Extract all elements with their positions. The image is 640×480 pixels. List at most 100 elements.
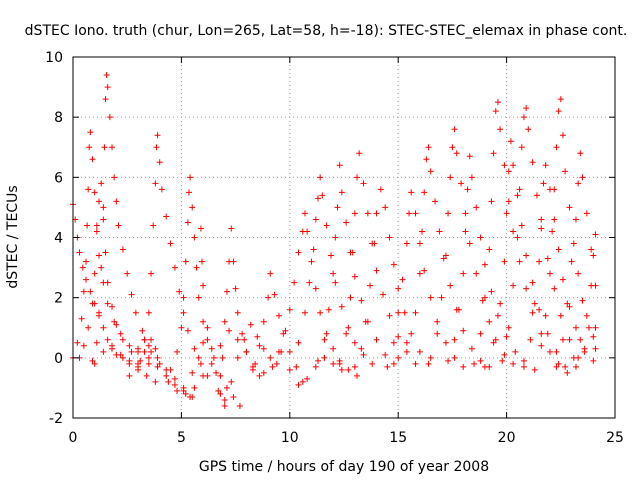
data-point <box>154 132 161 139</box>
data-point <box>104 84 111 91</box>
data-point <box>351 339 358 346</box>
data-point <box>91 189 98 196</box>
data-point <box>87 129 94 136</box>
data-point <box>390 360 397 367</box>
data-point <box>239 330 246 337</box>
data-point <box>559 276 566 283</box>
data-point <box>401 309 408 316</box>
data-point <box>588 246 595 253</box>
data-point <box>486 318 493 325</box>
data-point <box>488 288 495 295</box>
y-tick-label: 6 <box>54 170 63 186</box>
data-point <box>86 144 93 151</box>
data-point <box>119 336 126 343</box>
data-point <box>510 360 517 367</box>
data-point <box>312 363 319 370</box>
data-point <box>427 168 434 175</box>
data-point <box>373 210 380 217</box>
data-point <box>416 270 423 277</box>
data-point <box>85 324 92 331</box>
data-point <box>171 264 178 271</box>
data-point <box>150 222 157 229</box>
data-point <box>536 258 543 265</box>
data-point <box>343 330 350 337</box>
data-point <box>412 309 419 316</box>
data-point <box>197 225 204 232</box>
y-axis-label: dSTEC / TECUs <box>5 185 21 288</box>
data-point <box>373 267 380 274</box>
data-point <box>325 306 332 313</box>
data-point <box>527 336 534 343</box>
data-point <box>269 363 276 370</box>
data-point <box>104 279 111 286</box>
data-point <box>117 330 124 337</box>
data-point <box>473 204 480 211</box>
data-point <box>178 324 185 331</box>
data-point <box>103 72 110 79</box>
data-point <box>466 240 473 247</box>
data-point <box>583 312 590 319</box>
data-point <box>308 258 315 265</box>
data-point <box>343 219 350 226</box>
data-point <box>249 366 256 373</box>
data-point <box>76 249 83 256</box>
data-point <box>557 96 564 103</box>
data-point <box>460 327 467 334</box>
data-point <box>555 246 562 253</box>
y-tick-label: -2 <box>49 411 63 427</box>
data-point <box>477 234 484 241</box>
data-point <box>154 354 161 361</box>
data-point <box>113 321 120 328</box>
data-point <box>84 222 91 229</box>
data-point <box>577 150 584 157</box>
data-point <box>148 348 155 355</box>
data-point <box>96 252 103 259</box>
data-point <box>91 360 98 367</box>
data-point <box>243 348 250 355</box>
y-tick-labels: -2 0 2 4 6 8 10 <box>45 50 63 427</box>
data-point <box>234 336 241 343</box>
data-point <box>529 159 536 166</box>
data-point <box>193 264 200 271</box>
data-point <box>518 222 525 229</box>
data-point <box>427 294 434 301</box>
data-point <box>510 228 517 235</box>
data-point <box>553 144 560 151</box>
data-point <box>312 216 319 223</box>
data-point <box>540 180 547 187</box>
data-point <box>332 234 339 241</box>
data-point <box>148 336 155 343</box>
data-point <box>191 345 198 352</box>
data-point <box>184 327 191 334</box>
data-point <box>124 270 131 277</box>
data-point <box>98 264 105 271</box>
data-point <box>497 300 504 307</box>
data-point <box>451 336 458 343</box>
data-point <box>507 138 514 145</box>
data-point <box>538 216 545 223</box>
data-point <box>299 378 306 385</box>
data-point <box>351 363 358 370</box>
data-point <box>171 375 178 382</box>
data-point <box>310 246 317 253</box>
data-point <box>217 372 224 379</box>
data-point <box>382 204 389 211</box>
data-point <box>180 387 187 394</box>
data-point <box>354 174 361 181</box>
data-point <box>518 144 525 151</box>
data-point <box>198 258 205 265</box>
data-point <box>384 363 391 370</box>
data-point <box>176 288 183 295</box>
data-point <box>544 330 551 337</box>
data-point <box>551 216 558 223</box>
data-point <box>421 189 428 196</box>
data-point <box>314 195 321 202</box>
data-point <box>436 228 443 235</box>
data-point <box>217 342 224 349</box>
x-axis-label: GPS time / hours of day 190 of year 2008 <box>199 459 489 475</box>
data-point <box>510 162 517 169</box>
data-point <box>234 354 241 361</box>
data-point <box>314 357 321 364</box>
x-tick-labels: 0 5 10 15 20 25 <box>69 430 624 446</box>
y-tick-label: 2 <box>54 291 63 307</box>
